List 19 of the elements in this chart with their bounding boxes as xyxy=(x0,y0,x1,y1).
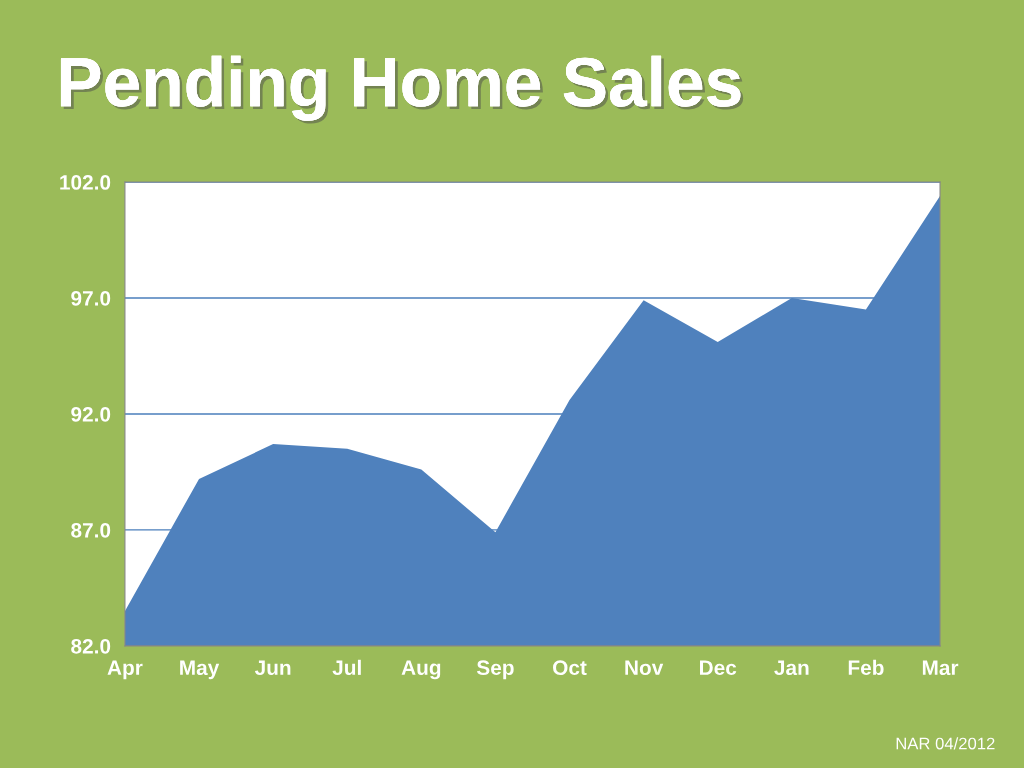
x-tick-label: May xyxy=(180,660,220,680)
x-tick-label: Dec xyxy=(700,660,737,676)
x-tick-label: Oct xyxy=(553,660,587,676)
x-tick-label: Jun xyxy=(254,660,291,676)
y-tick-label: 87.0 xyxy=(71,522,111,538)
x-tick-label: Feb xyxy=(848,659,884,676)
x-tick-label: Apr xyxy=(107,660,143,680)
x-tick-label: Mar xyxy=(922,660,959,676)
chart-title: Pending Home Sales xyxy=(60,55,744,124)
text: NAR 04/2012 xyxy=(896,737,995,750)
y-tick-label: 97.0 xyxy=(71,290,111,306)
y-tick-label: 82.0 xyxy=(71,638,111,654)
x-tick-label: Nov xyxy=(625,660,664,676)
x-tick-label: Sep xyxy=(476,660,514,680)
x-tick-label: Jan xyxy=(774,660,809,676)
y-tick-label: 92.0 xyxy=(71,406,111,422)
x-tick-label: Aug xyxy=(401,660,441,680)
y-tick-label: 102.0 xyxy=(60,175,111,190)
x-tick-label: Jul xyxy=(332,659,361,676)
